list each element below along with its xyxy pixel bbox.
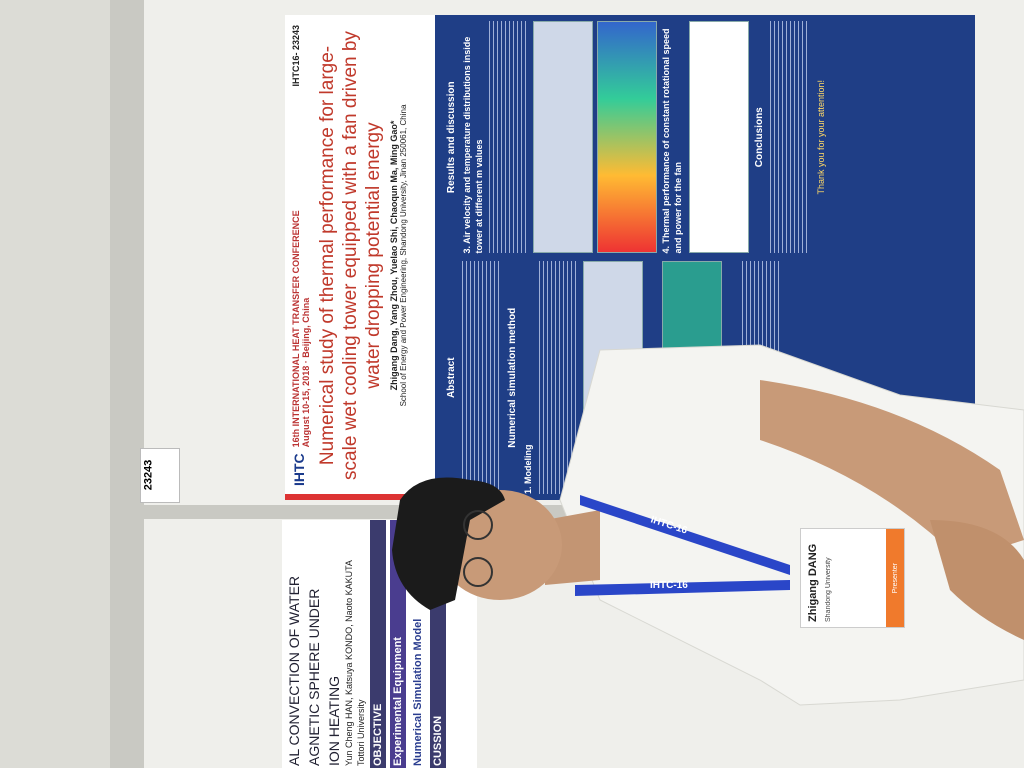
badge-role: Presenter (891, 562, 899, 594)
board-frame (110, 0, 144, 768)
name-badge: Zhigang DANG Shandong University Present… (800, 528, 905, 628)
lanyard-text-2: IHTC-16 (650, 580, 688, 591)
glasses-lens (463, 557, 493, 587)
hands (930, 520, 1024, 640)
badge-role-strip: Presenter (886, 529, 904, 627)
glasses (463, 510, 493, 540)
lanyard-strap (575, 495, 790, 596)
forearm (760, 380, 1024, 560)
board-number-tag: 23243 (140, 448, 180, 503)
wall (0, 0, 120, 768)
badge-org: Shandong University (825, 557, 832, 622)
badge-name: Zhigang DANG (807, 543, 819, 622)
